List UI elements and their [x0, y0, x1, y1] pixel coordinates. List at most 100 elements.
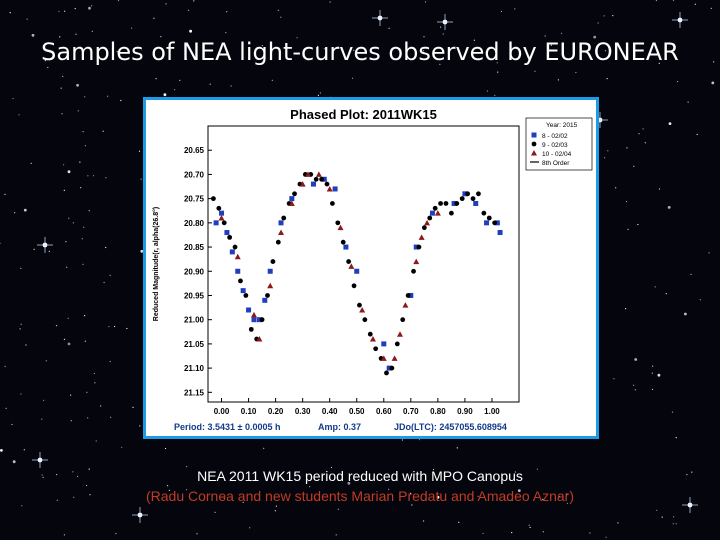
- footer-jdo: JDo(LTC): 2457055.608954: [394, 422, 507, 432]
- data-point: [321, 176, 327, 182]
- star: [70, 394, 72, 396]
- data-point: [384, 370, 389, 376]
- star: [105, 177, 107, 179]
- star: [634, 389, 637, 391]
- data-point: [267, 268, 273, 274]
- star: [209, 83, 211, 85]
- star: [56, 474, 58, 476]
- star: [458, 521, 460, 524]
- star: [536, 468, 539, 470]
- star: [418, 439, 421, 441]
- star: [80, 187, 82, 189]
- star: [275, 505, 277, 507]
- star: [388, 488, 390, 490]
- caption-credits: (Radu Cornea and new students Marian Pre…: [145, 488, 575, 504]
- star: [186, 466, 188, 468]
- star: [188, 9, 190, 11]
- star: [139, 425, 141, 427]
- data-point: [362, 317, 368, 323]
- series-2: [211, 172, 498, 376]
- star: [456, 447, 458, 449]
- star: [77, 110, 79, 112]
- y-tick-label: 20.80: [184, 219, 205, 228]
- star: [442, 33, 444, 35]
- data-point: [288, 200, 295, 206]
- x-tick-label: 1.00: [484, 407, 500, 416]
- star: [261, 45, 263, 47]
- legend-title: Year: 2015: [546, 122, 578, 129]
- star: [91, 30, 93, 32]
- star: [309, 486, 311, 488]
- data-point: [411, 268, 416, 274]
- star: [690, 273, 692, 275]
- star: [675, 523, 677, 525]
- star: [12, 98, 14, 100]
- legend-entry: 10 - 02/04: [542, 151, 572, 158]
- star: [249, 527, 251, 529]
- data-point: [211, 196, 216, 202]
- star: [93, 175, 95, 177]
- data-point: [330, 201, 335, 206]
- star: [189, 29, 193, 33]
- star: [55, 325, 58, 327]
- star: [67, 317, 69, 319]
- star: [280, 16, 282, 18]
- star: [652, 365, 654, 367]
- star: [604, 157, 606, 159]
- star: [19, 328, 21, 330]
- star: [153, 17, 155, 19]
- star: [48, 250, 50, 252]
- data-point: [270, 259, 276, 264]
- star: [91, 5, 93, 7]
- star: [691, 471, 693, 473]
- data-point: [434, 210, 441, 216]
- star: [155, 78, 157, 80]
- star: [477, 495, 479, 497]
- star: [23, 449, 25, 451]
- y-tick-label: 20.75: [184, 195, 205, 204]
- data-point: [292, 191, 297, 197]
- star: [289, 58, 291, 60]
- star: [637, 223, 639, 226]
- star: [105, 246, 107, 249]
- star: [557, 79, 560, 81]
- x-tick-label: 0.70: [403, 407, 419, 416]
- star: [687, 101, 689, 103]
- star: [140, 249, 144, 253]
- data-point: [397, 331, 404, 337]
- star: [165, 3, 167, 5]
- star: [496, 62, 498, 64]
- star: [87, 175, 89, 177]
- data-point: [367, 331, 373, 337]
- data-point: [354, 268, 360, 274]
- data-point: [348, 263, 355, 269]
- star: [667, 206, 671, 209]
- star: [20, 393, 22, 395]
- data-point: [335, 220, 341, 226]
- star: [671, 411, 674, 413]
- data-point: [462, 191, 468, 197]
- star: [602, 43, 604, 45]
- data-point: [332, 186, 338, 192]
- star: [615, 187, 617, 189]
- data-point: [232, 244, 238, 250]
- data-point: [484, 220, 490, 226]
- star: [323, 48, 325, 50]
- star: [486, 50, 488, 53]
- star: [82, 131, 84, 133]
- star: [696, 133, 698, 136]
- data-point: [324, 181, 330, 187]
- data-point: [235, 268, 241, 274]
- star: [511, 532, 513, 534]
- data-point: [359, 307, 366, 313]
- star: [68, 217, 70, 219]
- star: [168, 489, 170, 491]
- star: [44, 60, 46, 62]
- star: [87, 417, 89, 419]
- star: [589, 532, 591, 534]
- star: [109, 360, 111, 363]
- legend-marker: [531, 150, 537, 156]
- data-point: [402, 302, 409, 308]
- star: [633, 384, 635, 386]
- legend-entry: 8th Order: [542, 160, 570, 167]
